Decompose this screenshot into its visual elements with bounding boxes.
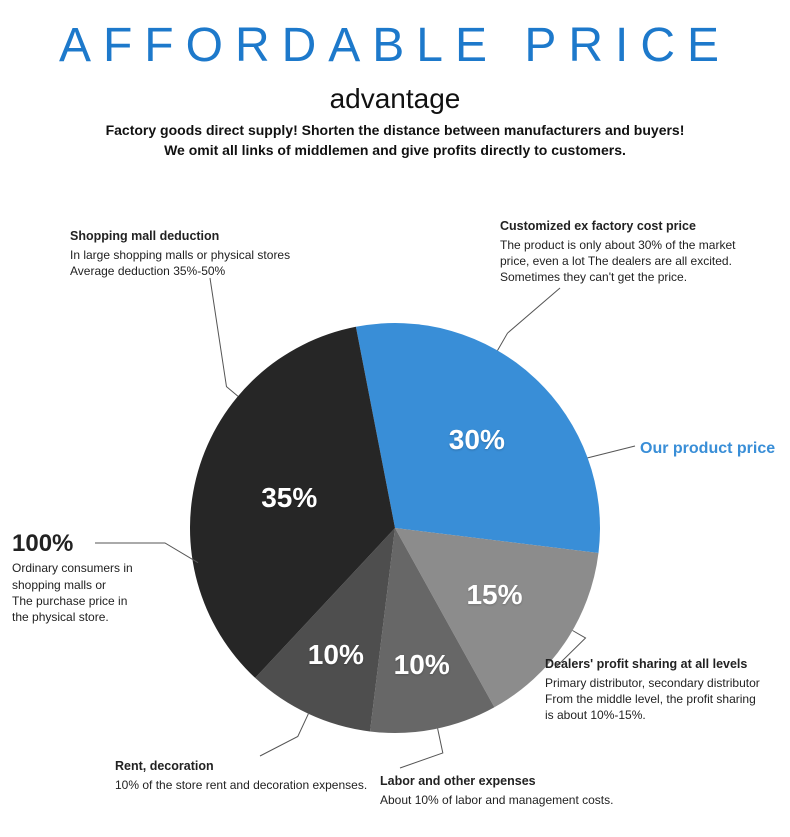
annot-dealers-l2: From the middle level, the profit sharin…	[545, 691, 785, 707]
annot-100-l2: shopping malls or	[12, 577, 162, 593]
annot-mall-l2: Average deduction 35%-50%	[70, 263, 320, 279]
annot-100: 100% Ordinary consumers in shopping mall…	[12, 528, 162, 625]
slice-label-rent: 10%	[308, 639, 364, 671]
annot-rent: Rent, decoration 10% of the store rent a…	[115, 758, 375, 793]
slice-label-labor: 10%	[394, 649, 450, 681]
annot-100-l1: Ordinary consumers in	[12, 560, 162, 576]
slice-label-our-price: 30%	[449, 424, 505, 456]
annot-labor-title: Labor and other expenses	[380, 773, 640, 790]
annot-rent-title: Rent, decoration	[115, 758, 375, 775]
annot-ex-factory-l3: Sometimes they can't get the price.	[500, 269, 770, 285]
annot-ex-factory: Customized ex factory cost price The pro…	[500, 218, 770, 285]
subtitle: advantage	[0, 83, 790, 115]
slice-label-dealers-profit: 15%	[466, 579, 522, 611]
leader-line	[260, 714, 308, 756]
desc-line2: We omit all links of middlemen and give …	[164, 142, 626, 158]
annot-dealers: Dealers' profit sharing at all levels Pr…	[545, 656, 785, 723]
main-title: AFFORDABLE PRICE	[0, 18, 790, 73]
annot-ex-factory-title: Customized ex factory cost price	[500, 218, 770, 235]
annot-100-l4: the physical store.	[12, 609, 162, 625]
annot-labor-l1: About 10% of labor and management costs.	[380, 792, 640, 808]
annot-mall: Shopping mall deduction In large shoppin…	[70, 228, 320, 279]
annot-ex-factory-l1: The product is only about 30% of the mar…	[500, 237, 770, 253]
annot-ex-factory-l2: price, even a lot The dealers are all ex…	[500, 253, 770, 269]
annot-dealers-l3: is about 10%-15%.	[545, 707, 785, 723]
leader-line	[400, 729, 443, 768]
annot-labor: Labor and other expenses About 10% of la…	[380, 773, 640, 808]
annot-100-l3: The purchase price in	[12, 593, 162, 609]
annot-mall-title: Shopping mall deduction	[70, 228, 320, 245]
annot-dealers-l1: Primary distributor, secondary distribut…	[545, 675, 785, 691]
leader-line	[210, 278, 238, 396]
annot-mall-l1: In large shopping malls or physical stor…	[70, 247, 320, 263]
our-product-callout: Our product price	[640, 440, 775, 458]
description: Factory goods direct supply! Shorten the…	[0, 121, 790, 160]
slice-label-mall-deduction: 35%	[261, 482, 317, 514]
pie-chart-container: 30%15%10%10%35% Customized ex factory co…	[0, 228, 790, 828]
desc-line1: Factory goods direct supply! Shorten the…	[106, 122, 685, 138]
leader-line	[498, 288, 561, 350]
annot-100-label: 100%	[12, 528, 162, 560]
annot-rent-l1: 10% of the store rent and decoration exp…	[115, 777, 375, 793]
our-product-label: Our product price	[640, 440, 775, 457]
annot-dealers-title: Dealers' profit sharing at all levels	[545, 656, 785, 673]
leader-line	[588, 446, 635, 458]
